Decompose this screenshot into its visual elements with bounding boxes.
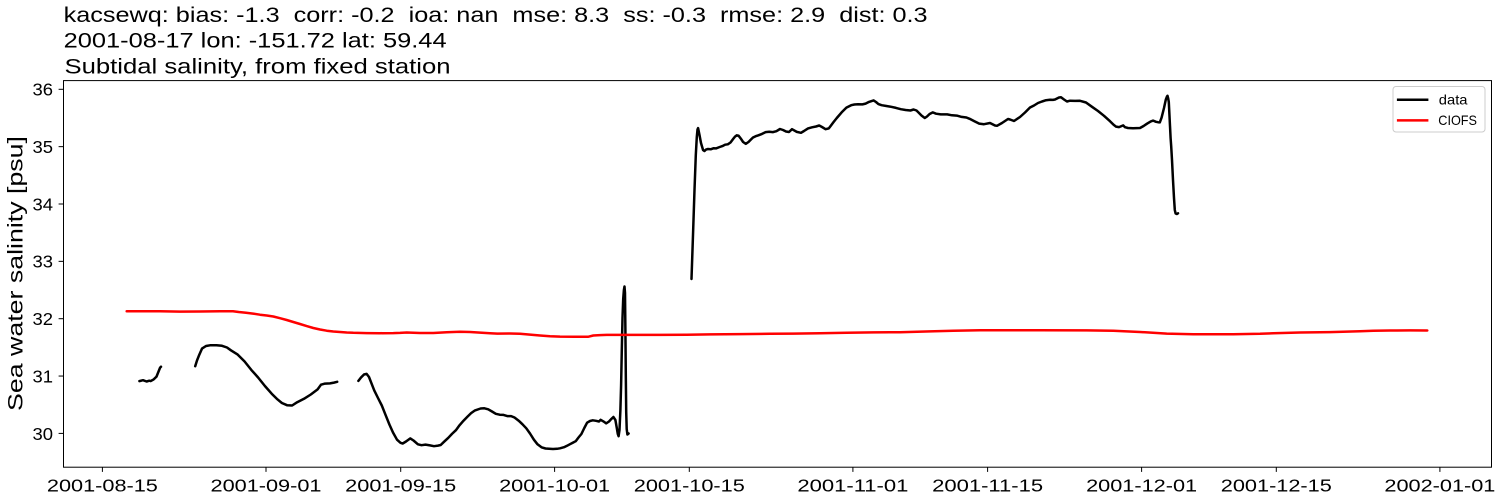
svg-text:kacsewq: bias: -1.3 corr: -0.: kacsewq: bias: -1.3 corr: -0.2 ioa: nan …	[64, 4, 928, 27]
svg-text:2001-12-01: 2001-12-01	[1086, 476, 1197, 496]
svg-text:2001-10-15: 2001-10-15	[634, 476, 745, 496]
svg-text:CIOFS: CIOFS	[1438, 112, 1477, 128]
svg-text:35: 35	[33, 137, 54, 157]
svg-text:2001-12-15: 2001-12-15	[1221, 476, 1332, 496]
svg-text:31: 31	[33, 366, 54, 386]
svg-text:Sea water salinity [psu]: Sea water salinity [psu]	[5, 136, 28, 411]
svg-text:2001-10-01: 2001-10-01	[499, 476, 610, 496]
svg-text:2001-08-15: 2001-08-15	[47, 476, 158, 496]
svg-text:34: 34	[33, 194, 54, 214]
svg-text:2001-09-15: 2001-09-15	[345, 476, 456, 496]
svg-text:2001-11-01: 2001-11-01	[797, 476, 908, 496]
svg-text:32: 32	[33, 309, 54, 329]
svg-text:33: 33	[33, 252, 54, 272]
svg-text:Subtidal salinity, from fixed: Subtidal salinity, from fixed station	[65, 56, 451, 79]
svg-text:36: 36	[33, 80, 54, 100]
svg-text:data: data	[1439, 91, 1468, 107]
svg-text:2001-08-17 lon: -151.72 lat: 5: 2001-08-17 lon: -151.72 lat: 59.44	[64, 30, 447, 53]
svg-text:2002-01-01: 2002-01-01	[1384, 476, 1495, 496]
svg-text:30: 30	[33, 424, 54, 444]
svg-text:2001-09-01: 2001-09-01	[211, 476, 322, 496]
svg-text:2001-11-15: 2001-11-15	[932, 476, 1043, 496]
